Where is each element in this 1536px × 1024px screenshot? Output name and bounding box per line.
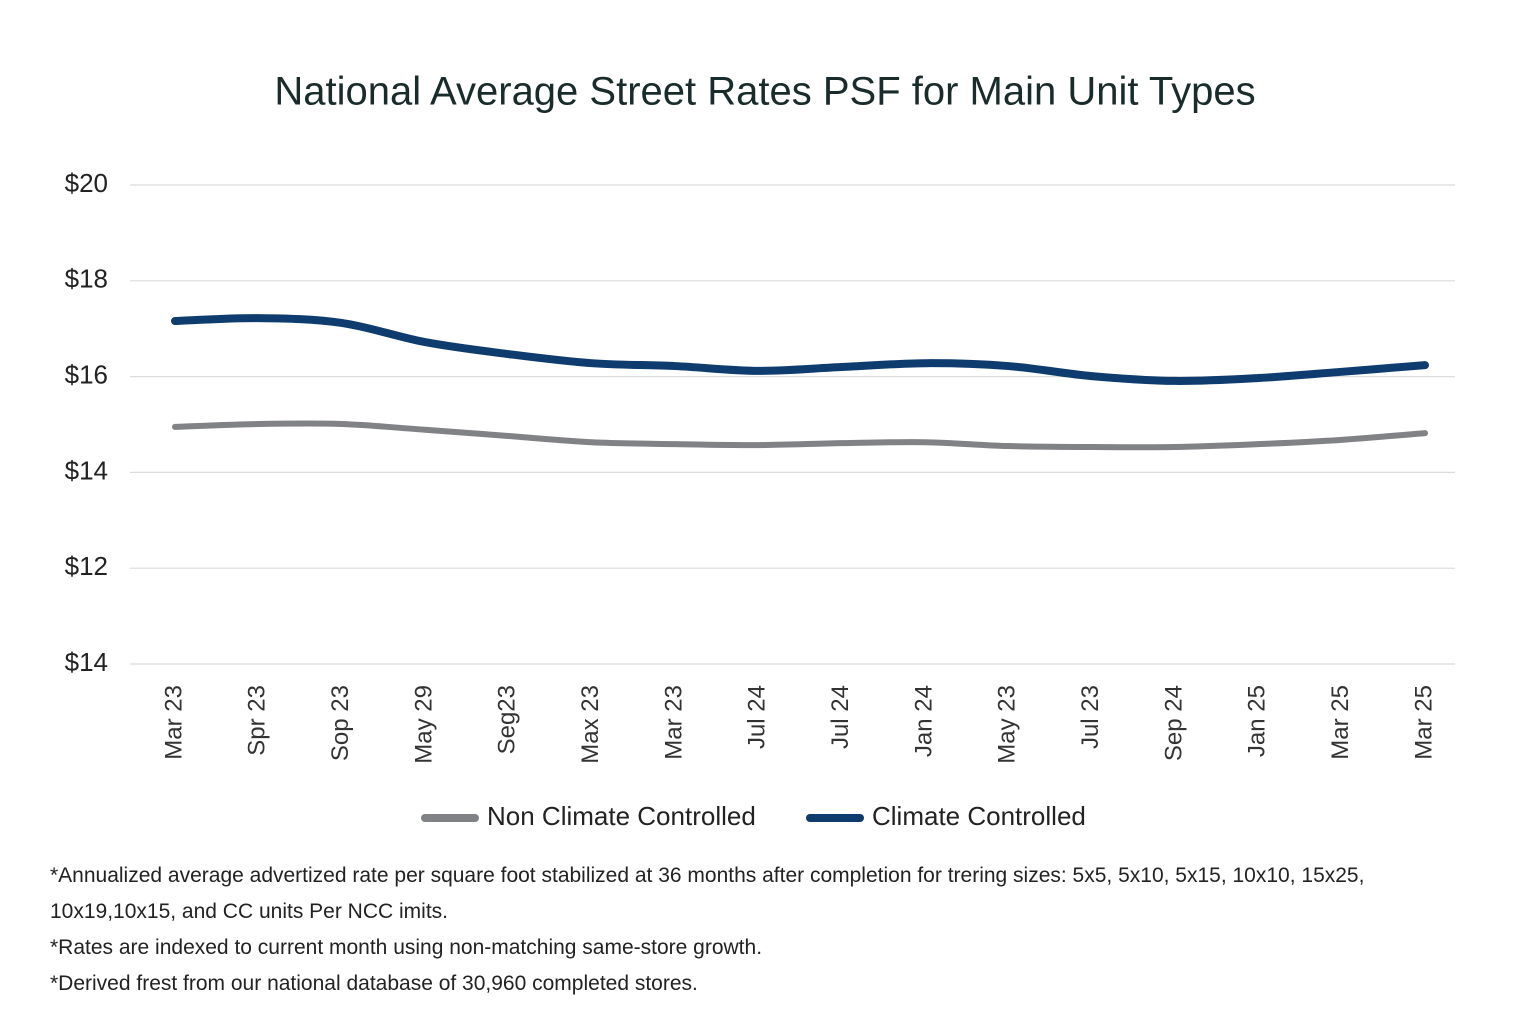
x-tick-label: Jul 24: [827, 685, 854, 749]
series-line: [171, 314, 1429, 385]
y-tick-label: $16: [65, 359, 108, 389]
x-tick-label: Jan 25: [1244, 685, 1271, 757]
legend-label: Climate Controlled: [872, 801, 1086, 831]
x-tick-label: May 23: [994, 685, 1021, 764]
footnote: *Annualized average advertized rate per …: [50, 864, 1365, 923]
footnote: *Derived frest from our national databas…: [50, 972, 698, 995]
notes: *Annualized average advertized rate per …: [50, 858, 1470, 1002]
legend-label: Non Climate Controlled: [487, 801, 756, 831]
x-tick-label: Mar 25: [1327, 685, 1354, 760]
y-tick-label: $14: [65, 647, 108, 677]
chart: National Average Street Rates PSF for Ma…: [65, 70, 1455, 831]
x-tick-label: Jul 24: [744, 685, 771, 749]
x-tick-label: Jan 24: [910, 685, 937, 757]
x-tick-label: Max 23: [577, 685, 604, 764]
x-tick-label: May 29: [410, 685, 437, 764]
x-tick-label: Mar 25: [1410, 685, 1437, 760]
x-tick-label: Sep 24: [1160, 685, 1187, 761]
y-tick-label: $12: [65, 551, 108, 581]
x-tick-label: Mar 23: [160, 685, 187, 760]
x-tick-label: Spr 23: [244, 685, 271, 756]
y-tick-label: $14: [65, 455, 108, 485]
x-tick-label: Jul 23: [1077, 685, 1104, 749]
footnote: *Rates are indexed to current month usin…: [50, 936, 763, 959]
x-tick-label: Sop 23: [327, 685, 354, 761]
series-line: [172, 420, 1428, 451]
x-tick-label: Mar 23: [660, 685, 687, 760]
y-tick-label: $20: [65, 168, 108, 198]
chart-title: National Average Street Rates PSF for Ma…: [274, 70, 1255, 114]
x-tick-label: Seg23: [494, 685, 521, 754]
y-tick-label: $18: [65, 264, 108, 294]
